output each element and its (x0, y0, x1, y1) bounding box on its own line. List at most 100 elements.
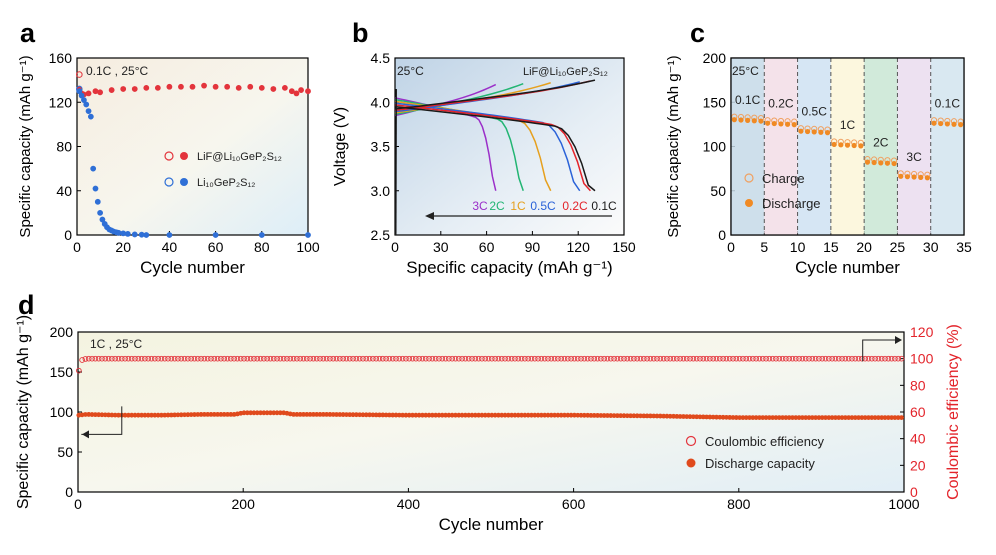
rate-label: 0.5C (802, 105, 828, 119)
ce-point (822, 355, 829, 362)
y-tick-label: 3.5 (371, 139, 391, 155)
rate-band (897, 58, 931, 235)
plot-frame-overlay (730, 57, 965, 236)
lgps-discharge-point (83, 101, 90, 108)
discharge-point (221, 412, 227, 417)
x-tick-label: 15 (823, 239, 839, 255)
ce-point (766, 355, 773, 362)
discharge-point (790, 415, 795, 420)
ce-point (386, 355, 393, 362)
ce-point (512, 355, 518, 362)
x-tick-label: 20 (856, 239, 872, 255)
lif-discharge-point (305, 88, 311, 95)
lif-discharge-point (293, 90, 300, 97)
ce-point (769, 355, 776, 362)
discharge-point (738, 117, 744, 123)
ce-point (482, 355, 489, 362)
discharge-point (875, 415, 881, 420)
discharge-point (406, 412, 412, 418)
discharge-point (268, 410, 273, 416)
lif-discharge-point (298, 87, 304, 93)
ce-point (617, 355, 624, 362)
ce-point (214, 355, 221, 362)
ce-point (261, 355, 267, 362)
discharge-point (838, 142, 844, 148)
discharge-point (449, 412, 455, 418)
y-tick-label: 4.0 (371, 94, 391, 110)
ce-point (498, 355, 505, 362)
ce-point (142, 355, 148, 362)
ce-point (85, 355, 92, 362)
ce-point (370, 355, 376, 362)
discharge-point (492, 412, 498, 418)
lgps-discharge-point (76, 88, 83, 95)
discharge-point (737, 415, 743, 420)
discharge-point (264, 410, 270, 416)
discharge-point (931, 120, 937, 126)
ce-point (356, 355, 363, 362)
y-right-tick-label: 60 (910, 404, 926, 420)
discharge-point (898, 173, 904, 179)
discharge-point (548, 412, 554, 418)
ce-point (320, 355, 327, 362)
rate-label: 2C (489, 199, 505, 213)
discharge-point (601, 413, 607, 418)
discharge-point (885, 415, 891, 420)
x-axis-label: Cycle number (439, 515, 544, 534)
y-right-tick-label: 120 (910, 324, 934, 340)
lgps-discharge-point (212, 232, 219, 238)
legend-marker-discharge (686, 458, 696, 468)
discharge-point (611, 413, 617, 418)
x-tick-label: 0 (74, 496, 82, 512)
ce-point (796, 355, 802, 362)
ce-point (845, 355, 852, 362)
ce-point (895, 355, 902, 362)
y-tick-label: 150 (703, 94, 727, 110)
discharge-point (453, 412, 458, 418)
ce-point (842, 355, 849, 362)
x-tick-label: 25 (890, 239, 906, 255)
ce-point (763, 355, 769, 362)
discharge-point (796, 415, 802, 420)
y-tick-label: 80 (56, 139, 72, 155)
discharge-point (823, 415, 828, 420)
discharge-point (122, 412, 128, 418)
discharge-point (565, 412, 571, 418)
discharge-point (872, 415, 878, 420)
ce-point (479, 355, 485, 362)
ce-point (680, 355, 687, 362)
ce-point (82, 356, 89, 362)
discharge-point (330, 412, 336, 417)
x-tick-label: 30 (433, 239, 449, 255)
ce-point (373, 355, 380, 362)
lgps-discharge-point (131, 231, 138, 238)
x-tick-label: 120 (567, 239, 591, 255)
ce-point (528, 355, 535, 362)
discharge-point (261, 410, 267, 416)
discharge-point (605, 413, 610, 418)
discharge-point (866, 415, 871, 420)
y-tick-label: 3.0 (371, 183, 391, 199)
ce-point (898, 355, 905, 362)
ce-point (779, 355, 786, 362)
ce-point (885, 355, 892, 362)
ce-point (389, 355, 396, 362)
discharge-point (271, 410, 277, 416)
discharge-point (522, 412, 528, 418)
rate-band (731, 58, 765, 235)
discharge-point (568, 412, 574, 418)
rate-band (764, 58, 798, 235)
discharge-point (244, 410, 250, 416)
y-tick-label: 0 (65, 484, 73, 500)
discharge-point (420, 412, 425, 418)
discharge-point (763, 415, 769, 420)
ce-point (241, 355, 247, 362)
lgps-discharge-point (94, 198, 101, 205)
ce-point (654, 355, 660, 362)
ce-point (644, 355, 650, 362)
ce-point (399, 355, 406, 362)
discharge-point (743, 415, 749, 420)
ce-point (102, 355, 109, 362)
ce-point (161, 355, 168, 362)
